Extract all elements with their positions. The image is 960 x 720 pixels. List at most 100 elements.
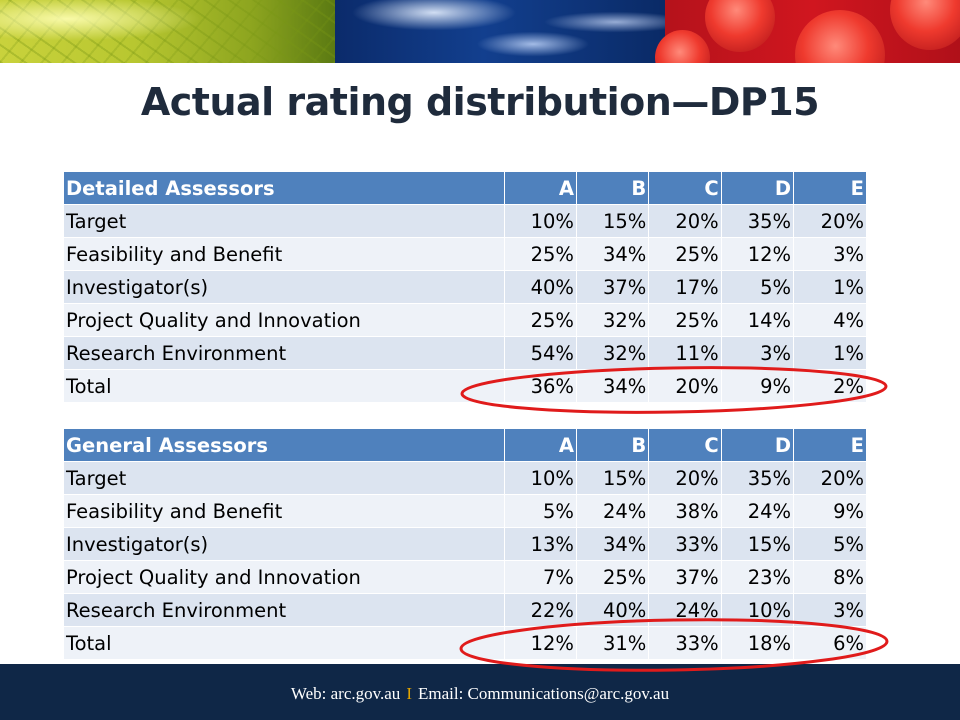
- header-cell: D: [720, 429, 794, 462]
- table-cell: 5%: [793, 527, 866, 561]
- footer-email-link[interactable]: Email: Communications@arc.gov.au: [417, 684, 670, 703]
- table-row: Investigator(s) 13% 34% 33% 15% 5%: [64, 527, 866, 561]
- footer-contact: Web: arc.gov.au I Email: Communications@ar…: [0, 684, 960, 704]
- table-row: Project Quality and Innovation 25% 32% 2…: [64, 303, 866, 337]
- header-cell: A: [503, 429, 577, 462]
- table-row: Target 10% 15% 20% 35% 20%: [64, 461, 866, 495]
- table-cell: 25%: [503, 303, 577, 337]
- table-cell: Investigator(s): [64, 527, 505, 561]
- header-cell: B: [575, 429, 649, 462]
- table-cell: 33%: [648, 626, 722, 659]
- footer-web-link[interactable]: Web: arc.gov.au: [290, 684, 401, 703]
- table-cell: 10%: [503, 461, 577, 495]
- table-cell: 4%: [793, 303, 866, 337]
- table-cell: Project Quality and Innovation: [64, 303, 505, 337]
- table-header-row: Detailed Assessors A B C D E: [64, 172, 866, 205]
- header-cell: Detailed Assessors: [64, 172, 505, 205]
- table-cell: Feasibility and Benefit: [64, 494, 505, 528]
- table-cell: 5%: [503, 494, 577, 528]
- table-cell: 24%: [648, 593, 722, 627]
- table-cell: 3%: [793, 593, 866, 627]
- table-cell: 20%: [648, 461, 722, 495]
- table-cell: 5%: [720, 270, 794, 304]
- table-cell: 20%: [648, 369, 722, 402]
- table-cell: 25%: [648, 303, 722, 337]
- header-cell: E: [793, 429, 866, 462]
- table-cell: 25%: [648, 237, 722, 271]
- table-cell: 35%: [720, 204, 794, 238]
- header-cell: A: [503, 172, 577, 205]
- table-cell: 1%: [793, 336, 866, 370]
- footer-separator: I: [406, 684, 412, 703]
- table-cell: 13%: [503, 527, 577, 561]
- table-cell: 38%: [648, 494, 722, 528]
- table-cell: Project Quality and Innovation: [64, 560, 505, 594]
- table-cell: 12%: [720, 237, 794, 271]
- water-image: [335, 0, 665, 63]
- table-cell: 9%: [793, 494, 866, 528]
- table-row: Feasibility and Benefit 25% 34% 25% 12% …: [64, 237, 866, 271]
- table-cell: Research Environment: [64, 336, 505, 370]
- table-cell: 22%: [503, 593, 577, 627]
- table-cell: 54%: [503, 336, 577, 370]
- table-row: Research Environment 22% 40% 24% 10% 3%: [64, 593, 866, 627]
- table-cell: Target: [64, 204, 505, 238]
- header-cell: C: [648, 172, 722, 205]
- table-cell: 11%: [648, 336, 722, 370]
- slide-title: Actual rating distribution—DP15: [140, 80, 820, 124]
- table-cell: 37%: [575, 270, 649, 304]
- table-cell: 15%: [575, 204, 649, 238]
- table-cell: 9%: [720, 369, 794, 402]
- header-cell: General Assessors: [64, 429, 505, 462]
- table-row: Investigator(s) 40% 37% 17% 5% 1%: [64, 270, 866, 304]
- header-cell: D: [720, 172, 794, 205]
- header-cell: C: [648, 429, 722, 462]
- header-banner: [0, 0, 960, 63]
- table-row: Project Quality and Innovation 7% 25% 37…: [64, 560, 866, 594]
- table-cell: 31%: [575, 626, 649, 659]
- table-cell: 15%: [575, 461, 649, 495]
- table-cell: Feasibility and Benefit: [64, 237, 505, 271]
- red-cells-image: [655, 0, 960, 63]
- header-cell: E: [793, 172, 866, 205]
- table-cell: 40%: [575, 593, 649, 627]
- table-cell: 10%: [503, 204, 577, 238]
- table-cell: 18%: [720, 626, 794, 659]
- table-cell: 32%: [575, 336, 649, 370]
- table-cell: 35%: [720, 461, 794, 495]
- table-cell: 3%: [793, 237, 866, 271]
- table-cell: 14%: [720, 303, 794, 337]
- table-cell: 32%: [575, 303, 649, 337]
- table-cell: 36%: [503, 369, 577, 402]
- footer-bar: Web: arc.gov.au I Email: Communications@ar…: [0, 664, 960, 720]
- table-cell: 37%: [648, 560, 722, 594]
- table-cell: 23%: [720, 560, 794, 594]
- table-cell: Investigator(s): [64, 270, 505, 304]
- table-cell: 3%: [720, 336, 794, 370]
- table-cell: Total: [64, 626, 505, 659]
- table-cell: 15%: [720, 527, 794, 561]
- general-assessors-table: General Assessors A B C D E Target 10% 1…: [64, 429, 866, 659]
- table-cell: 20%: [648, 204, 722, 238]
- table-row: Research Environment 54% 32% 11% 3% 1%: [64, 336, 866, 370]
- table-cell: Target: [64, 461, 505, 495]
- table-row-total: Total 36% 34% 20% 9% 2%: [64, 369, 866, 402]
- table-cell: 10%: [720, 593, 794, 627]
- table-cell: 34%: [575, 237, 649, 271]
- leaf-image: [0, 0, 335, 63]
- table-cell: 20%: [793, 204, 866, 238]
- table-cell: 12%: [503, 626, 577, 659]
- table-row-total: Total 12% 31% 33% 18% 6%: [64, 626, 866, 659]
- table-cell: 17%: [648, 270, 722, 304]
- table-cell: 40%: [503, 270, 577, 304]
- table-cell: 34%: [575, 369, 649, 402]
- table-cell: Total: [64, 369, 505, 402]
- table-header-row: General Assessors A B C D E: [64, 429, 866, 462]
- table-cell: 24%: [575, 494, 649, 528]
- table-cell: 25%: [503, 237, 577, 271]
- table-row: Feasibility and Benefit 5% 24% 38% 24% 9…: [64, 494, 866, 528]
- table-cell: 25%: [575, 560, 649, 594]
- table-row: Target 10% 15% 20% 35% 20%: [64, 204, 866, 238]
- table-cell: 7%: [503, 560, 577, 594]
- table-cell: Research Environment: [64, 593, 505, 627]
